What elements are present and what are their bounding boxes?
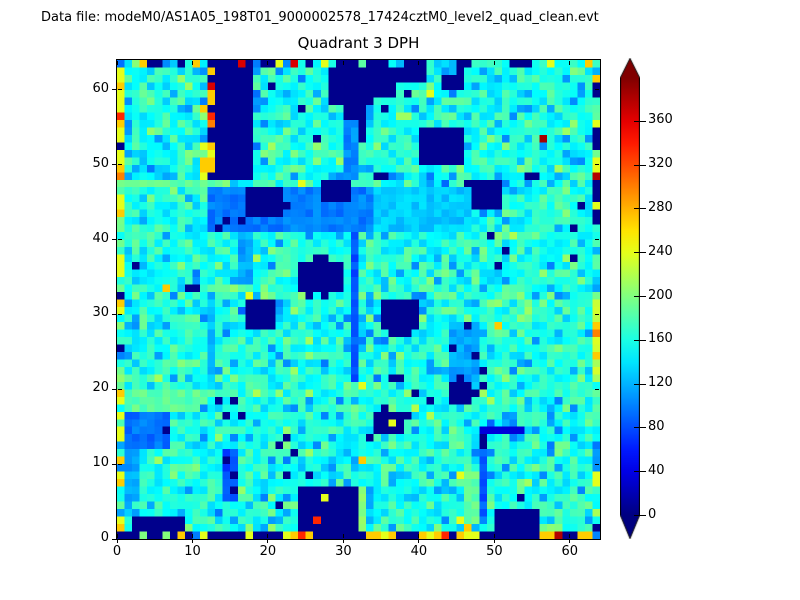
colorbar-tick-label: 240 xyxy=(648,243,673,259)
x-tick-mark xyxy=(569,539,571,543)
chart-title: Quadrant 3 DPH xyxy=(297,34,420,52)
heatmap-canvas xyxy=(117,60,600,539)
y-tick-label: 30 xyxy=(92,305,109,321)
y-tick-mark xyxy=(112,89,116,91)
y-tick-mark-in xyxy=(118,313,122,315)
x-tick-mark-top xyxy=(116,61,118,65)
x-tick-mark-top xyxy=(418,61,420,65)
x-tick-mark-top xyxy=(493,61,495,65)
colorbar-tick-label: 200 xyxy=(648,287,673,303)
x-tick-mark-top xyxy=(569,61,571,65)
x-tick-label: 30 xyxy=(335,544,352,559)
colorbar-tick-label: 360 xyxy=(648,112,673,128)
colorbar-tick-mark xyxy=(634,339,646,341)
x-tick-mark-top xyxy=(267,61,269,65)
x-tick-label: 60 xyxy=(561,544,579,559)
y-tick-mark-right xyxy=(595,313,599,315)
x-tick-mark-top xyxy=(342,61,344,65)
colorbar-tick-label: 320 xyxy=(648,156,673,172)
colorbar-tick-mark xyxy=(634,120,646,122)
x-tick-label: 40 xyxy=(410,544,428,559)
x-tick-label: 20 xyxy=(259,544,277,559)
y-tick-mark-in xyxy=(118,89,122,91)
x-tick-mark xyxy=(116,539,118,543)
y-tick-mark-right xyxy=(595,239,599,241)
colorbar-tick-mark xyxy=(634,427,646,429)
colorbar-tick-label: 160 xyxy=(648,331,673,347)
colorbar-tick-label: 280 xyxy=(648,199,673,215)
y-tick-mark-right xyxy=(595,388,599,390)
colorbar-tick-label: 120 xyxy=(648,375,673,391)
x-tick-mark xyxy=(493,539,495,543)
x-tick-label: 50 xyxy=(486,544,503,559)
colorbar-tick-mark xyxy=(634,164,646,166)
y-tick-label: 0 xyxy=(100,530,109,545)
y-tick-mark-right xyxy=(595,463,599,465)
y-tick-mark-right xyxy=(595,538,599,540)
x-tick-label: 10 xyxy=(184,544,201,559)
colorbar-tick-label: 40 xyxy=(648,462,665,478)
y-tick-label: 50 xyxy=(92,155,109,171)
y-tick-mark xyxy=(112,463,116,465)
x-tick-mark-in xyxy=(342,534,344,538)
y-tick-mark-in xyxy=(118,538,122,540)
x-tick-mark xyxy=(191,539,193,543)
x-tick-mark-in xyxy=(493,534,495,538)
x-tick-label: 0 xyxy=(112,544,122,559)
y-tick-label: 60 xyxy=(92,80,109,96)
x-tick-mark xyxy=(418,539,420,543)
colorbar xyxy=(620,58,640,539)
colorbar-tick-label: 80 xyxy=(648,418,665,434)
y-tick-label: 40 xyxy=(92,230,109,246)
colorbar-tick-mark xyxy=(634,252,646,254)
x-tick-mark xyxy=(342,539,344,543)
y-tick-mark-right xyxy=(595,164,599,166)
y-tick-mark xyxy=(112,388,116,390)
y-tick-mark-in xyxy=(118,239,122,241)
y-tick-mark-in xyxy=(118,388,122,390)
y-tick-mark-in xyxy=(118,463,122,465)
colorbar-tick-mark xyxy=(634,471,646,473)
x-tick-mark-top xyxy=(191,61,193,65)
heatmap-plot-area xyxy=(116,59,601,540)
x-tick-mark-in xyxy=(418,534,420,538)
y-tick-label: 20 xyxy=(92,380,109,396)
colorbar-tick-mark xyxy=(634,515,646,516)
colorbar-tick-mark xyxy=(634,296,646,297)
colorbar-tick-mark xyxy=(634,383,646,385)
y-tick-mark-right xyxy=(595,89,599,91)
datafile-label: Data file: modeM0/AS1A05_198T01_90000025… xyxy=(41,10,599,25)
x-tick-mark-in xyxy=(267,534,269,538)
x-tick-mark-in xyxy=(191,534,193,538)
x-tick-mark xyxy=(267,539,269,543)
y-tick-mark xyxy=(112,313,116,315)
y-tick-mark-in xyxy=(118,164,122,166)
y-tick-mark xyxy=(112,239,116,241)
y-tick-mark xyxy=(112,538,116,540)
y-tick-label: 10 xyxy=(92,455,109,471)
x-tick-mark-in xyxy=(569,534,571,538)
colorbar-tick-label: 0 xyxy=(648,506,657,522)
colorbar-tick-mark xyxy=(634,208,646,210)
y-tick-mark xyxy=(112,164,116,166)
x-tick-mark-in xyxy=(116,534,118,538)
